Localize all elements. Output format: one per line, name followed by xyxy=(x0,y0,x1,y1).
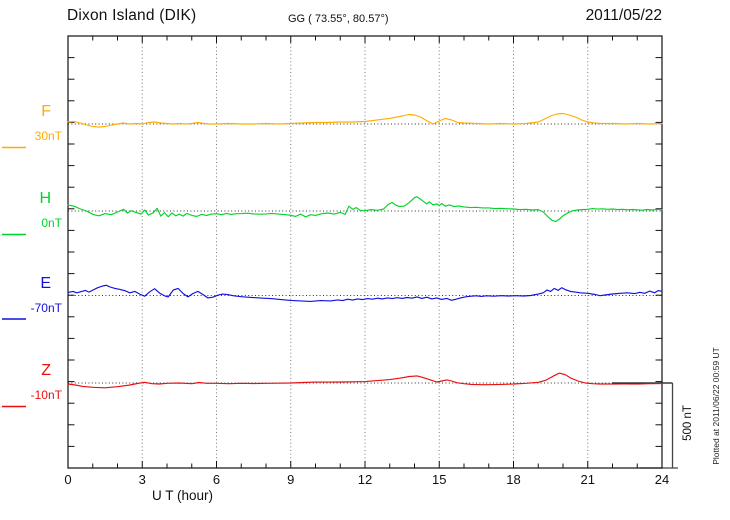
component-ref-z: -10nT xyxy=(30,388,62,402)
x-tick-label: 3 xyxy=(138,472,146,487)
component-ref-f: 30nT xyxy=(34,129,62,143)
component-label-f: F xyxy=(41,103,51,120)
x-axis-title: U T (hour) xyxy=(151,488,214,503)
scale-bar-label: 500 nT xyxy=(682,405,694,441)
x-tick-label: 12 xyxy=(357,472,373,487)
component-ref-e: -70nT xyxy=(30,300,62,315)
trace-z xyxy=(67,372,663,389)
x-tick-label: 24 xyxy=(654,472,670,487)
x-tick-label: 18 xyxy=(506,472,521,487)
x-tick-label: 0 xyxy=(64,472,72,487)
trace-h xyxy=(67,196,663,223)
component-label-z: Z xyxy=(41,362,51,379)
trace-f xyxy=(67,112,663,128)
plotted-at-note: Plotted at 2011/06/22 00:59 UT xyxy=(711,347,721,465)
component-label-e: E xyxy=(40,274,51,292)
component-label-h: H xyxy=(39,190,51,207)
x-tick-label: 21 xyxy=(580,472,595,487)
trace-e xyxy=(67,284,663,302)
x-tick-label: 9 xyxy=(287,472,295,487)
component-ref-h: 0nT xyxy=(41,216,62,230)
geographic-coordinates: GG ( 73.55°, 80.57°) xyxy=(288,13,389,25)
plot-date: 2011/05/22 xyxy=(585,7,662,24)
x-tick-label: 6 xyxy=(212,472,221,487)
station-title: Dixon Island (DIK) xyxy=(67,7,197,24)
x-tick-label: 15 xyxy=(432,472,447,487)
